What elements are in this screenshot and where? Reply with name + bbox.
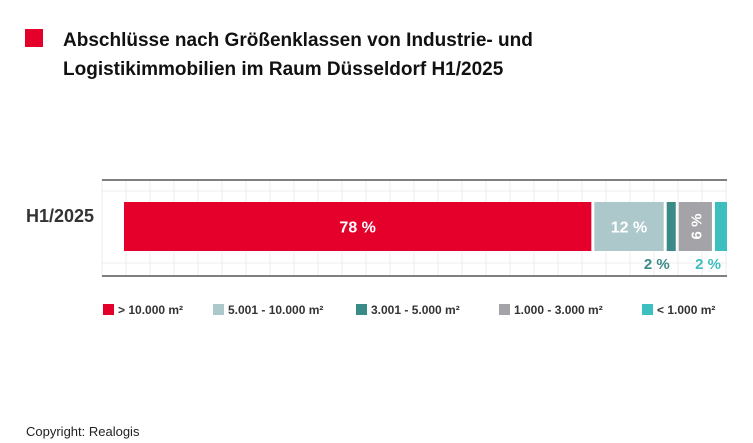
- legend-swatch: [642, 304, 653, 315]
- legend-swatch: [356, 304, 367, 315]
- legend-swatch: [103, 304, 114, 315]
- data-label: 78 %: [339, 220, 375, 237]
- data-label: 2 %: [695, 256, 721, 273]
- legend-label: 5.001 - 10.000 m²: [228, 303, 323, 317]
- legend-swatch: [213, 304, 224, 315]
- chart-title: Abschlüsse nach Größenklassen von Indust…: [63, 30, 533, 80]
- data-label: 12 %: [611, 220, 647, 237]
- data-label: 6 %: [688, 214, 705, 240]
- title-marker: [25, 29, 43, 47]
- legend-label: 1.000 - 3.000 m²: [514, 303, 603, 317]
- bar-segment: [124, 202, 592, 251]
- bar-segment: [678, 202, 712, 251]
- bar-segment: [594, 202, 664, 251]
- legend-label: 3.001 - 5.000 m²: [371, 303, 460, 317]
- bar-segment: [666, 202, 676, 251]
- copyright-note: Copyright: Realogis: [26, 424, 140, 439]
- category-label: H1/2025: [26, 206, 94, 226]
- data-label: 2 %: [644, 256, 670, 273]
- bar-segment: [714, 202, 727, 251]
- legend-swatch: [499, 304, 510, 315]
- legend-label: > 10.000 m²: [118, 303, 183, 317]
- legend-label: < 1.000 m²: [657, 303, 715, 317]
